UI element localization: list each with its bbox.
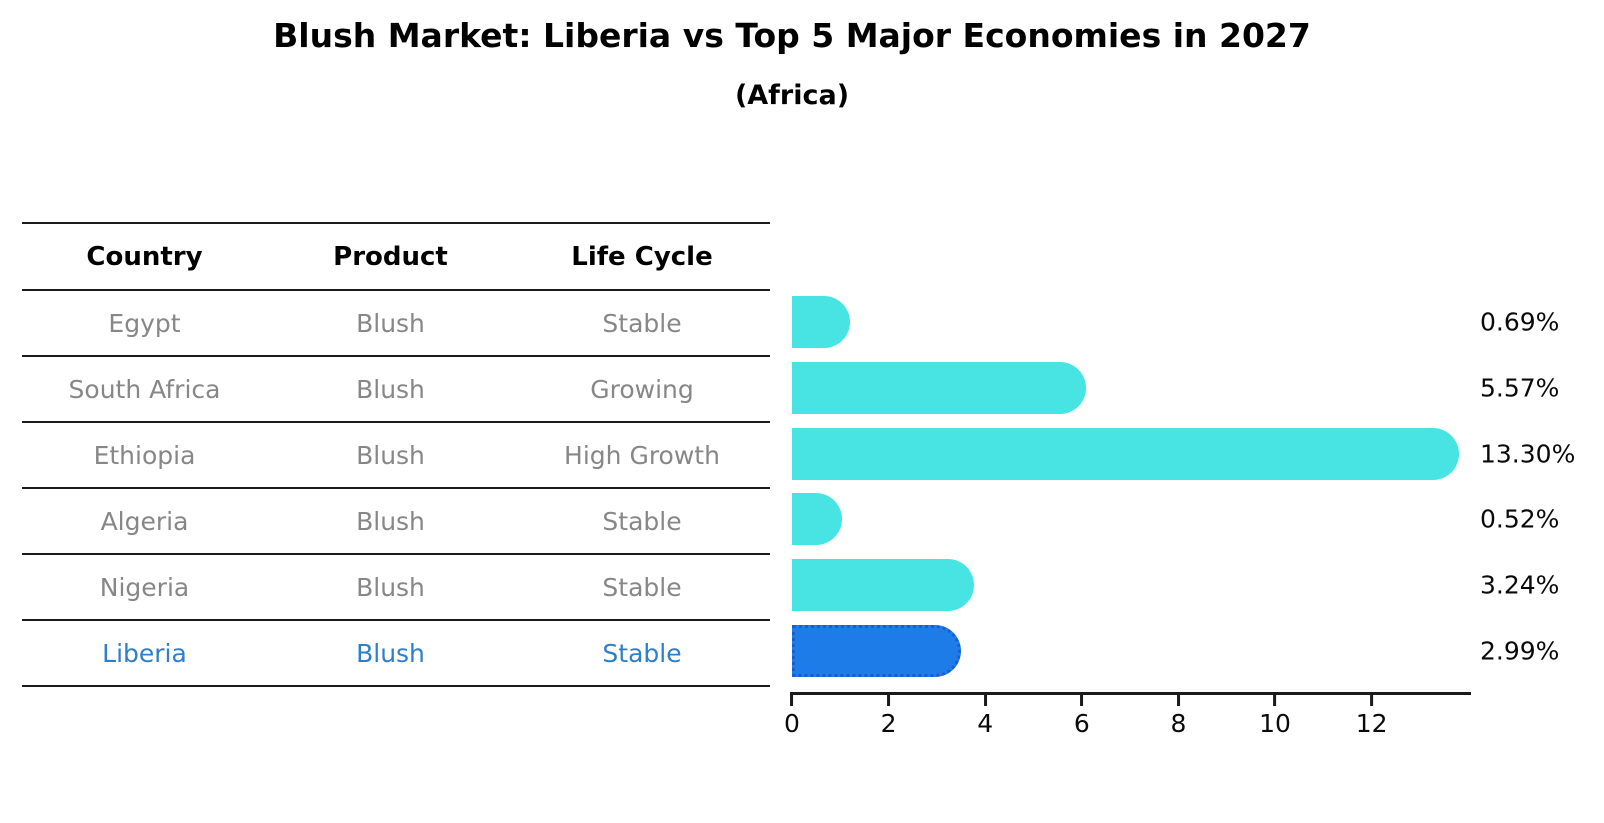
bar-south-africa — [792, 362, 1086, 414]
table-cell-life-cycle: Stable — [602, 506, 682, 536]
x-axis-tick: 2 — [881, 695, 897, 738]
tick-label: 8 — [1170, 709, 1187, 738]
table-cell-country: Nigeria — [99, 572, 190, 602]
tick-mark — [1080, 695, 1084, 706]
table-row-liberia-highlighted: Liberia Blush Stable — [22, 621, 770, 687]
bar-row — [792, 625, 962, 677]
tick-mark — [983, 695, 987, 706]
x-axis-line — [790, 692, 1471, 695]
tick-mark — [887, 695, 891, 706]
table-row-ethiopia: Ethiopia Blush High Growth — [22, 423, 770, 489]
bar-row — [792, 428, 1460, 480]
value-label-liberia: 2.99% — [1480, 636, 1560, 666]
table-cell-life-cycle: High Growth — [564, 440, 720, 470]
tick-label: 0 — [784, 709, 800, 738]
x-axis-tick: 6 — [1074, 695, 1090, 738]
table-cell-country: Ethiopia — [93, 440, 196, 470]
bar-row — [792, 559, 974, 611]
table-header-product: Product — [333, 241, 448, 272]
value-label-algeria: 0.52% — [1480, 504, 1560, 534]
tick-label: 4 — [977, 709, 994, 738]
value-label-egypt: 0.69% — [1480, 307, 1560, 337]
table-row-egypt: Egypt Blush Stable — [22, 291, 770, 357]
table-cell-country: South Africa — [68, 374, 221, 404]
table-header-country: Country — [86, 241, 203, 272]
bar-row — [792, 296, 851, 348]
tick-label: 12 — [1355, 709, 1388, 738]
table-cell-life-cycle: Stable — [602, 572, 682, 602]
table-row-south-africa: South Africa Blush Growing — [22, 357, 770, 423]
table-header-life-cycle: Life Cycle — [571, 241, 713, 272]
chart-subtitle: (Africa) — [734, 80, 850, 111]
table-cell-product: Blush — [356, 572, 425, 602]
tick-label: 2 — [880, 709, 897, 738]
table-cell-country: Algeria — [100, 506, 189, 536]
bar-nigeria — [792, 559, 974, 611]
value-label-ethiopia: 13.30% — [1480, 439, 1576, 469]
table-cell-country: Liberia — [102, 638, 187, 668]
x-axis-tick: 4 — [977, 695, 993, 738]
table-row-algeria: Algeria Blush Stable — [22, 489, 770, 555]
tick-mark — [790, 695, 794, 706]
bar-row — [792, 493, 843, 545]
table-cell-life-cycle: Stable — [602, 638, 682, 668]
tick-mark — [1176, 695, 1180, 706]
x-axis-tick: 12 — [1356, 695, 1388, 738]
table-cell-product: Blush — [356, 506, 425, 536]
table-cell-product: Blush — [356, 440, 425, 470]
table-cell-product: Blush — [356, 638, 425, 668]
table-cell-product: Blush — [356, 374, 425, 404]
tick-mark — [1273, 695, 1277, 706]
bar-ethiopia — [792, 428, 1460, 480]
table-header-row: Country Product Life Cycle — [22, 224, 770, 291]
bar-algeria — [792, 493, 843, 545]
value-label-south-africa: 5.57% — [1480, 373, 1560, 403]
bar-row — [792, 362, 1086, 414]
value-label-nigeria: 3.24% — [1480, 570, 1560, 600]
chart-title: Blush Market: Liberia vs Top 5 Major Eco… — [273, 16, 1311, 55]
table-cell-life-cycle: Stable — [602, 308, 682, 338]
table-cell-life-cycle: Growing — [590, 374, 694, 404]
tick-label: 6 — [1073, 709, 1090, 738]
tick-mark — [1370, 695, 1374, 706]
x-axis-tick: 0 — [784, 695, 800, 738]
bar-egypt — [792, 296, 851, 348]
summary-table: Country Product Life Cycle Egypt Blush S… — [22, 222, 770, 687]
x-axis-tick: 8 — [1170, 695, 1186, 738]
tick-label: 10 — [1259, 709, 1291, 738]
table-row-nigeria: Nigeria Blush Stable — [22, 555, 770, 621]
table-cell-product: Blush — [356, 308, 425, 338]
x-axis-tick: 10 — [1259, 695, 1291, 738]
bar-liberia-highlighted — [792, 625, 962, 677]
table-cell-country: Egypt — [108, 308, 181, 338]
